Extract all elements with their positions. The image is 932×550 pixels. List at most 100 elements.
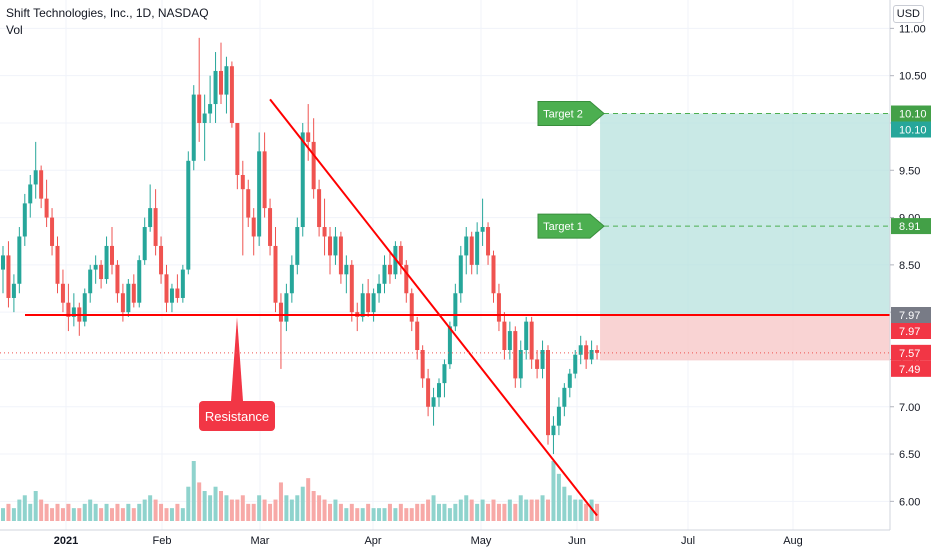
- volume-bar: [224, 495, 229, 521]
- currency-button[interactable]: USD: [892, 5, 924, 23]
- candle-body: [284, 293, 289, 322]
- candle-body: [115, 264, 120, 294]
- candle-body: [251, 217, 256, 237]
- volume-bar: [584, 503, 589, 521]
- volume-bar: [82, 503, 87, 521]
- candle-body: [496, 293, 501, 322]
- volume-bar: [262, 499, 267, 521]
- candle-body: [186, 160, 191, 270]
- candle-body: [175, 288, 180, 298]
- volume-bar: [104, 503, 109, 521]
- candle-body: [1, 255, 5, 270]
- volume-bar: [142, 499, 147, 521]
- candle-body: [28, 184, 33, 204]
- candle-body: [197, 94, 202, 123]
- candle-body: [469, 236, 474, 265]
- candle-body: [110, 245, 114, 265]
- candle-body: [306, 132, 311, 142]
- x-tick-label: 2021: [54, 535, 78, 547]
- candle-body: [229, 66, 234, 123]
- y-tick-label: 6.50: [899, 449, 920, 461]
- candle-body: [567, 373, 572, 388]
- candle-body: [556, 406, 561, 426]
- volume-bar: [55, 503, 60, 521]
- volume-bar: [110, 508, 114, 521]
- candle-body: [480, 227, 485, 232]
- candle-body: [50, 217, 55, 246]
- price-label: 7.57: [899, 348, 920, 360]
- volume-bar: [44, 503, 49, 521]
- volume-bar: [88, 499, 93, 521]
- volume-bar: [120, 508, 125, 521]
- candle-body: [208, 104, 213, 114]
- volume-bar: [273, 499, 278, 521]
- volume-bar: [469, 499, 474, 521]
- candle-body: [142, 227, 147, 261]
- candle-body: [595, 350, 600, 353]
- candle-body: [148, 208, 153, 228]
- volume-bar: [546, 499, 550, 521]
- volume-bar: [93, 503, 98, 521]
- candle-body: [289, 264, 294, 294]
- candle-body: [39, 170, 44, 199]
- candle-body: [426, 378, 431, 407]
- target-label: Target 2: [543, 109, 583, 121]
- candle-body: [578, 345, 583, 355]
- volume-bar: [338, 503, 343, 521]
- volume-bar: [306, 478, 311, 521]
- volume-bar: [219, 491, 223, 521]
- volume-bar: [33, 491, 38, 521]
- candle-body: [235, 122, 240, 175]
- candle-body: [240, 175, 245, 190]
- volume-bar: [502, 503, 507, 521]
- volume-bar: [126, 503, 131, 521]
- loss-zone: [600, 315, 890, 361]
- candle-body: [387, 264, 392, 275]
- candle-body: [415, 321, 420, 350]
- volume-bar: [398, 503, 403, 521]
- candle-body: [99, 264, 104, 280]
- volume-bar: [153, 499, 158, 521]
- annotations: Resistance Target 1 Target 2: [0, 98, 890, 517]
- candle-body: [11, 283, 16, 298]
- price-label: 10.10: [899, 125, 927, 137]
- x-tick-label: Apr: [364, 535, 381, 547]
- candle-body: [311, 141, 316, 190]
- candle-body: [317, 189, 322, 228]
- candle-body: [371, 293, 376, 313]
- candles: [1, 37, 600, 455]
- resistance-pointer: [231, 317, 243, 401]
- volume-bar: [431, 495, 436, 521]
- candle-body: [366, 293, 371, 313]
- candle-body: [295, 227, 300, 265]
- candle-body: [88, 269, 93, 294]
- volume-bar: [300, 486, 305, 521]
- candle-body: [22, 203, 27, 237]
- volume-bar: [115, 503, 120, 521]
- volume-bar: [349, 503, 354, 521]
- volume-bar: [524, 499, 529, 521]
- candle-body: [442, 364, 447, 384]
- volume-bar: [284, 495, 289, 521]
- candle-body: [360, 293, 365, 317]
- candle-body: [126, 283, 131, 313]
- position-zones: [600, 113, 890, 361]
- candle-body: [349, 264, 354, 313]
- volume-bar: [567, 495, 572, 521]
- x-tick-label: Mar: [251, 535, 270, 547]
- volume-bar: [71, 508, 76, 521]
- volume-bar: [66, 503, 71, 521]
- volume-bar: [360, 508, 365, 521]
- candle-body: [104, 245, 109, 280]
- volume-indicator-label: Vol: [6, 23, 23, 37]
- volume-bar: [507, 499, 512, 521]
- volume-bar: [1, 508, 5, 521]
- candle-body: [169, 288, 174, 303]
- candle-body: [159, 245, 164, 275]
- candle-body: [257, 151, 262, 237]
- volume-bar: [458, 499, 463, 521]
- candle-body: [180, 269, 185, 298]
- candle-body: [404, 264, 409, 294]
- volume-bar: [202, 491, 207, 521]
